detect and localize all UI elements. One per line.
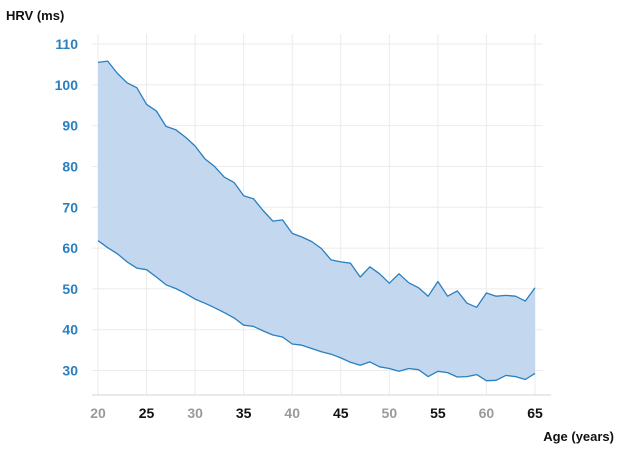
y-axis-ticks: 30 40 50 60 70 80 90 100 110 bbox=[55, 36, 79, 379]
y-tick-label: 90 bbox=[62, 118, 78, 134]
x-tick-label: 20 bbox=[90, 405, 106, 421]
x-tick-label: 50 bbox=[382, 405, 398, 421]
y-tick-label: 80 bbox=[62, 158, 78, 174]
hrv-lower-line bbox=[97, 240, 536, 382]
x-tick-label: 30 bbox=[187, 405, 203, 421]
x-tick-label: 45 bbox=[333, 405, 349, 421]
y-tick-label: 30 bbox=[62, 363, 78, 379]
x-tick-label: 35 bbox=[236, 405, 252, 421]
y-tick-label: 100 bbox=[55, 77, 79, 93]
x-tick-label: 40 bbox=[284, 405, 300, 421]
y-tick-label: 70 bbox=[62, 199, 78, 215]
hrv-range-band bbox=[98, 61, 535, 381]
y-tick-label: 50 bbox=[62, 281, 78, 297]
x-tick-label: 60 bbox=[479, 405, 495, 421]
x-axis-ticks: 20 25 30 35 40 45 50 55 60 65 bbox=[90, 405, 543, 421]
x-axis-title: Age (years) bbox=[543, 429, 614, 444]
y-axis-title: HRV (ms) bbox=[6, 8, 64, 23]
x-tick-label: 25 bbox=[139, 405, 155, 421]
y-tick-label: 60 bbox=[62, 240, 78, 256]
y-tick-label: 40 bbox=[62, 322, 78, 338]
x-tick-label: 65 bbox=[527, 405, 543, 421]
hrv-upper-line bbox=[97, 60, 536, 308]
y-tick-label: 110 bbox=[55, 36, 78, 52]
x-tick-label: 55 bbox=[430, 405, 446, 421]
